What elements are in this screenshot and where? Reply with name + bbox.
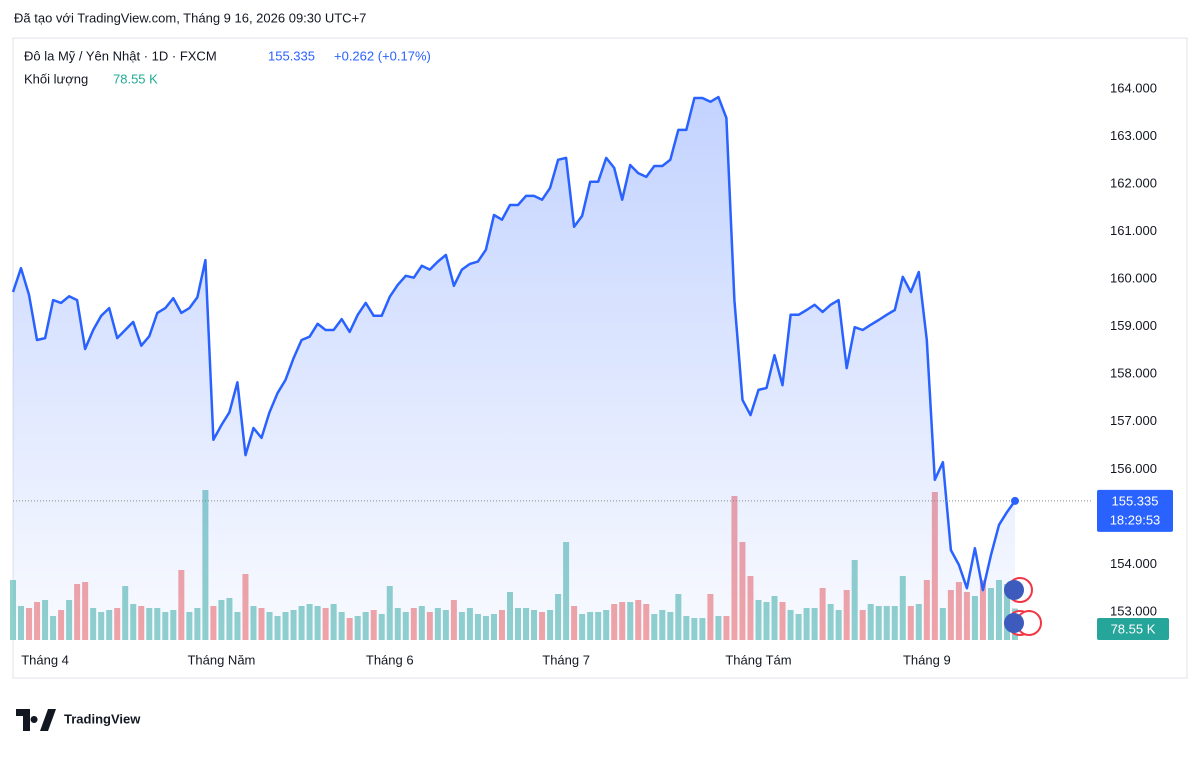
y-tick-label: 159.000	[1110, 318, 1157, 333]
price-label: 155.335	[1112, 493, 1159, 508]
volume-label-box	[1097, 618, 1169, 640]
x-tick-label: Tháng 7	[542, 652, 590, 667]
event-icon	[1004, 613, 1024, 633]
price-area	[13, 97, 1015, 641]
price-line	[11, 95, 1017, 592]
plot-area: 153.000154.000155.000156.000157.000158.0…	[10, 80, 1173, 667]
created-note: Đã tạo với TradingView.com, Tháng 9 16, …	[14, 10, 366, 25]
brand-name: TradingView	[64, 711, 141, 726]
x-tick-label: Tháng Tám	[725, 652, 791, 667]
y-tick-label: 156.000	[1110, 461, 1157, 476]
volume-legend-name: Khối lượng	[24, 71, 88, 86]
y-tick-label: 154.000	[1110, 556, 1157, 571]
y-tick-label: 153.000	[1110, 603, 1157, 618]
volume-label: 78.55 K	[1111, 621, 1156, 636]
legend-change: +0.262 (+0.17%)	[334, 48, 431, 63]
y-tick-label: 164.000	[1110, 80, 1157, 95]
chart-title: Đô la Mỹ / Yên Nhật · 1D · FXCM	[24, 48, 217, 63]
y-tick-label: 158.000	[1110, 366, 1157, 381]
event-icon	[1004, 580, 1024, 600]
y-tick-label: 160.000	[1110, 271, 1157, 286]
volume-legend-value: 78.55 K	[113, 71, 158, 86]
x-tick-label: Tháng Năm	[187, 652, 255, 667]
last-point	[1011, 496, 1019, 505]
x-tick-label: Tháng 6	[366, 652, 414, 667]
event-icons	[1004, 577, 1042, 636]
y-tick-label: 161.000	[1110, 223, 1157, 238]
x-tick-label: Tháng 4	[21, 652, 69, 667]
brand-logo: TradingView	[16, 709, 141, 731]
countdown: 18:29:53	[1110, 512, 1161, 527]
y-tick-label: 163.000	[1110, 128, 1157, 143]
price-label-box	[1097, 489, 1173, 532]
y-tick-label: 157.000	[1110, 413, 1157, 428]
logo-mark	[16, 709, 56, 731]
legend-price: 155.335	[268, 48, 315, 63]
x-tick-label: Tháng 9	[903, 652, 951, 667]
y-tick-label: 162.000	[1110, 175, 1157, 190]
